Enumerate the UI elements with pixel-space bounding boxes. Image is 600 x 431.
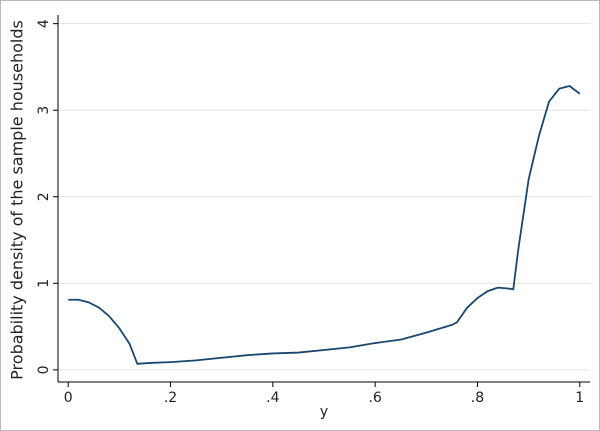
- x-tick-label: 1: [575, 390, 584, 406]
- y-axis-title: Probability density of the sample househ…: [8, 20, 27, 380]
- x-tick-label: .8: [471, 390, 484, 406]
- x-tick-label: 0: [64, 390, 73, 406]
- y-tick-label: 1: [36, 279, 52, 288]
- x-axis-title: y: [320, 404, 328, 420]
- y-tick-label: 3: [36, 106, 52, 115]
- y-tick-label: 4: [36, 19, 52, 28]
- x-tick-label: .4: [266, 390, 279, 406]
- density-line: [68, 85, 581, 365]
- x-tick-label: .2: [164, 390, 177, 406]
- y-tick-label: 0: [36, 365, 52, 374]
- y-tick-label: 2: [36, 192, 52, 201]
- x-tick-label: .6: [368, 390, 381, 406]
